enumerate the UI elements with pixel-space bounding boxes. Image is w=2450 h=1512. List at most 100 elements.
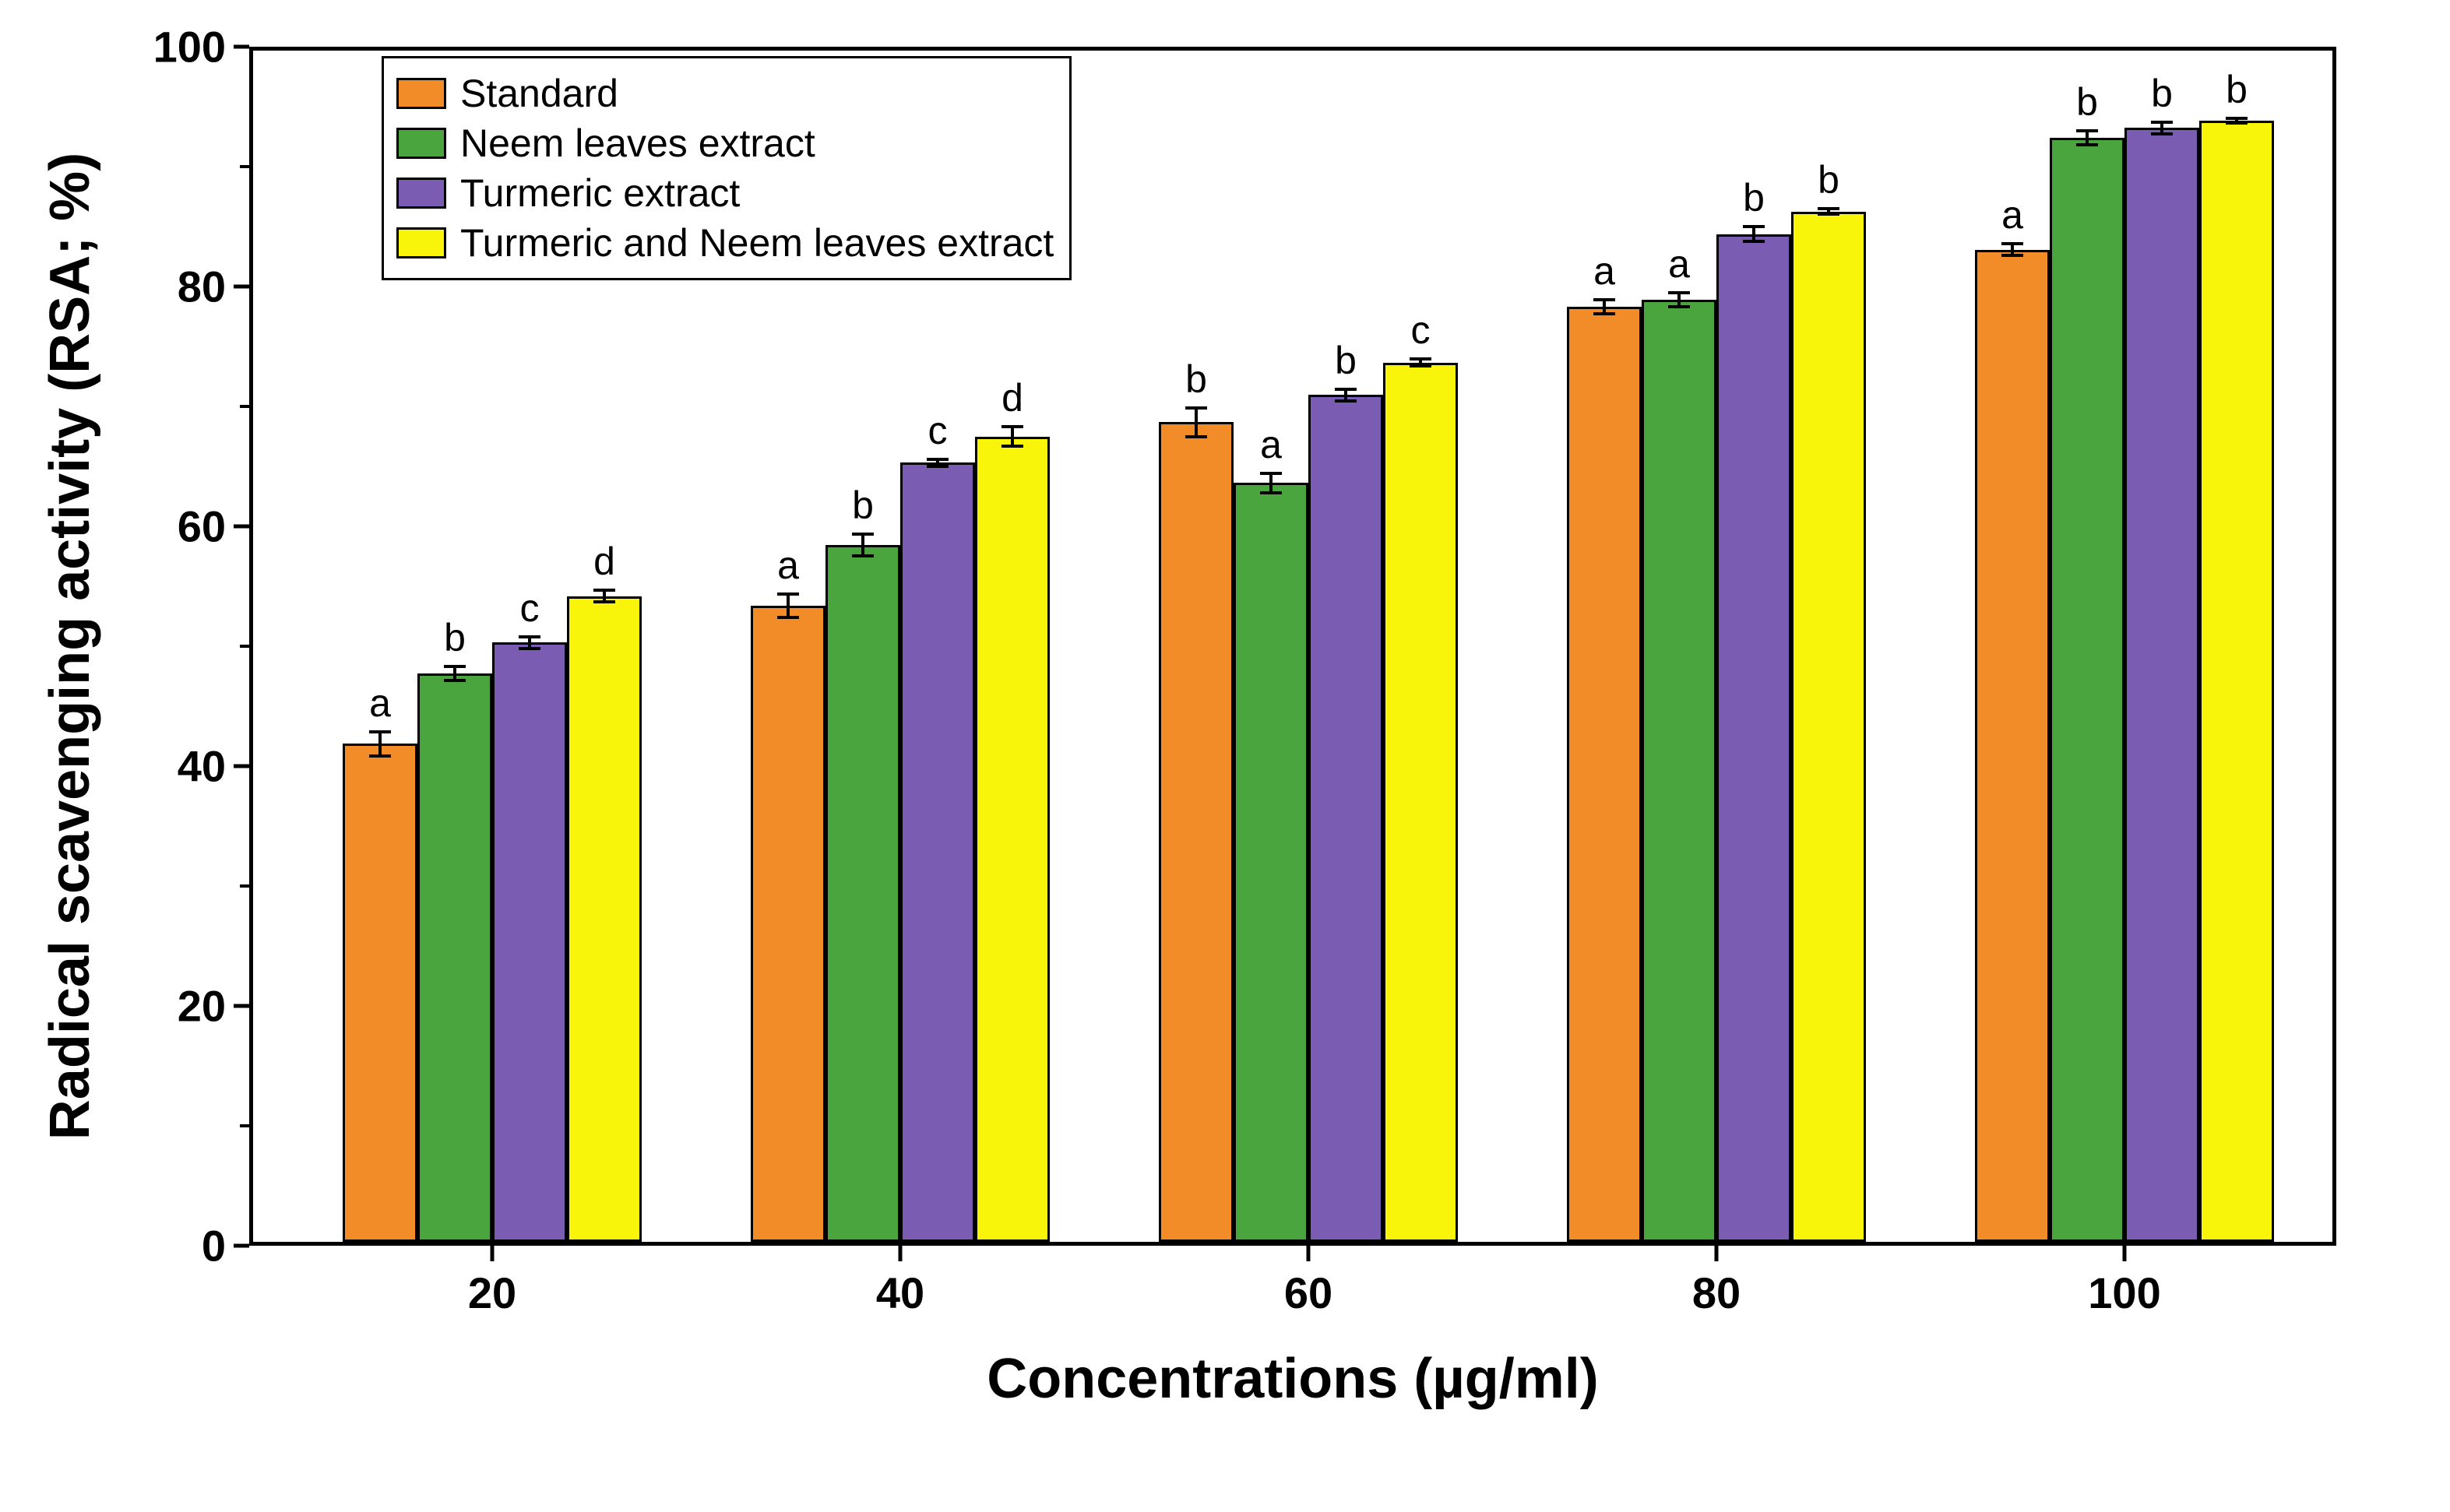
bar-series-1 [417, 673, 492, 1242]
bar-series-3 [567, 596, 642, 1242]
bar-series-3 [1383, 363, 1458, 1242]
significance-label: b [852, 483, 874, 528]
y-minor-tick [240, 1124, 249, 1127]
x-tick-label: 20 [468, 1268, 516, 1318]
bar-series-2 [492, 642, 567, 1242]
plot-area: 02040608010020abcd40abcd60babc80aabb100a… [249, 47, 2336, 1246]
significance-label: c [520, 585, 540, 631]
significance-label: a [1668, 241, 1690, 287]
error-cap [1818, 207, 1839, 210]
error-cap [1593, 312, 1615, 315]
bar-series-3 [975, 437, 1050, 1242]
legend-swatch [396, 227, 446, 258]
x-axis-title: Concentrations (µg/ml) [987, 1347, 1599, 1411]
significance-label: c [928, 408, 948, 453]
bar-series-3 [2199, 121, 2274, 1242]
error-cap [852, 533, 874, 536]
legend-item: Neem leaves extract [396, 121, 1054, 166]
error-cap [1743, 225, 1765, 228]
y-minor-tick [240, 405, 249, 408]
error-cap [1818, 213, 1839, 216]
y-minor-tick [240, 165, 249, 168]
bar-series-2 [2124, 128, 2199, 1242]
y-tick [234, 45, 249, 49]
y-minor-tick [240, 884, 249, 888]
legend-swatch [396, 128, 446, 159]
legend-item: Standard [396, 71, 1054, 116]
significance-label: a [777, 543, 799, 588]
error-cap [1743, 240, 1765, 243]
error-bar [787, 594, 790, 618]
error-cap [593, 589, 615, 592]
y-tick [234, 765, 249, 768]
significance-label: b [1743, 175, 1765, 220]
significance-label: d [593, 539, 615, 584]
legend-swatch [396, 78, 446, 109]
bar-series-1 [2050, 138, 2124, 1242]
y-tick [234, 1004, 249, 1008]
bar-series-2 [1716, 234, 1791, 1242]
y-tick [234, 285, 249, 289]
bar-series-0 [343, 744, 417, 1242]
legend-label: Turmeric extract [460, 171, 740, 216]
y-axis-title: Radical scavenging activity (RSA; %) [38, 153, 102, 1140]
y-minor-tick [240, 645, 249, 648]
significance-label: a [1593, 248, 1615, 294]
error-cap [1335, 388, 1357, 391]
significance-label: a [2001, 192, 2023, 237]
error-cap [2001, 254, 2023, 257]
x-tick-label: 80 [1692, 1268, 1741, 1318]
error-cap [593, 600, 615, 603]
error-bar [1195, 408, 1198, 437]
bar-series-2 [900, 462, 975, 1242]
error-cap [519, 635, 540, 638]
bar-series-0 [1567, 307, 1642, 1242]
significance-label: b [2226, 67, 2248, 112]
y-tick [234, 1244, 249, 1248]
significance-label: b [2076, 79, 2098, 125]
error-cap [1001, 425, 1023, 428]
error-cap [777, 616, 799, 619]
error-cap [1335, 399, 1357, 403]
significance-label: a [1260, 422, 1282, 467]
y-tick-label: 60 [178, 501, 226, 552]
y-tick-label: 100 [153, 22, 226, 72]
bar-series-2 [1308, 395, 1383, 1242]
error-cap [2226, 121, 2248, 125]
error-cap [2076, 143, 2098, 146]
significance-label: c [1411, 308, 1431, 353]
error-cap [444, 665, 466, 668]
bar-series-3 [1791, 212, 1866, 1242]
legend-item: Turmeric and Neem leaves extract [396, 220, 1054, 265]
error-cap [2076, 129, 2098, 132]
x-tick-label: 40 [876, 1268, 924, 1318]
legend-label: Turmeric and Neem leaves extract [460, 220, 1054, 265]
error-cap [2151, 132, 2173, 135]
x-tick-label: 100 [2088, 1268, 2160, 1318]
bar-series-0 [751, 606, 825, 1242]
bar-series-1 [1234, 483, 1308, 1242]
error-cap [369, 730, 391, 733]
legend-item: Turmeric extract [396, 171, 1054, 216]
legend-swatch [396, 178, 446, 209]
error-cap [1001, 445, 1023, 448]
y-tick-label: 40 [178, 741, 226, 792]
x-tick [2123, 1246, 2127, 1261]
y-tick [234, 525, 249, 529]
error-cap [1260, 491, 1282, 494]
error-cap [777, 592, 799, 596]
error-cap [927, 458, 949, 461]
significance-label: a [369, 680, 391, 726]
error-cap [2001, 242, 2023, 245]
error-bar [1269, 473, 1273, 492]
error-cap [1185, 435, 1207, 438]
error-bar [378, 732, 382, 756]
legend-label: Standard [460, 71, 618, 116]
error-cap [519, 647, 540, 650]
significance-label: b [1818, 157, 1839, 202]
error-bar [861, 534, 864, 556]
bar-series-0 [1975, 250, 2050, 1242]
significance-label: b [2151, 71, 2173, 116]
error-cap [1260, 472, 1282, 475]
error-cap [444, 679, 466, 682]
